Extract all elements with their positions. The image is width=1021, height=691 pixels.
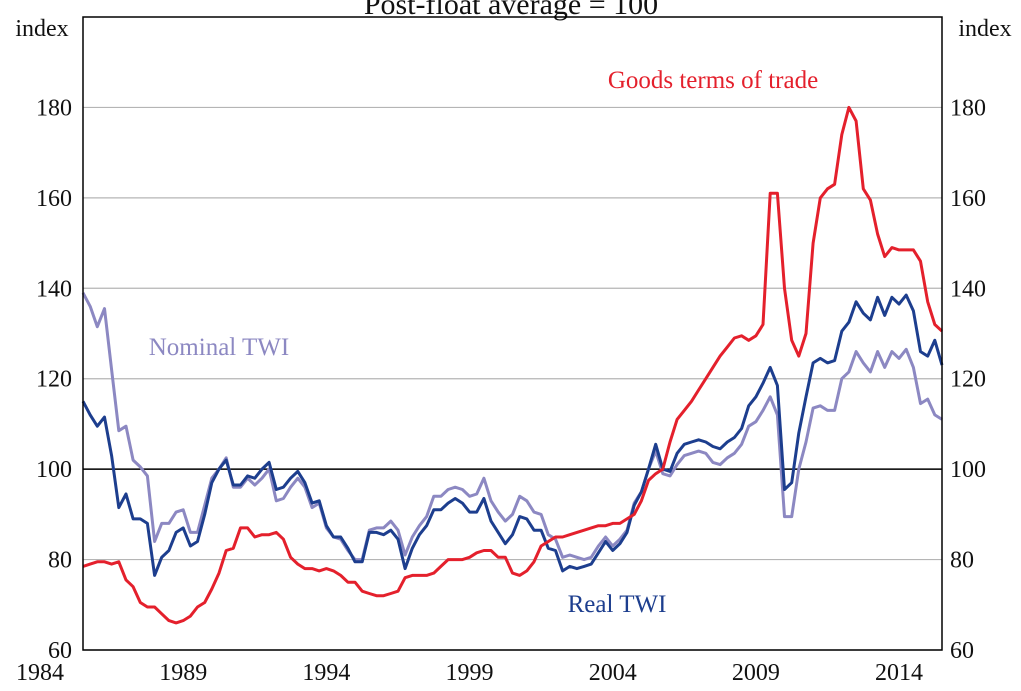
y-tick-label: 160 <box>36 186 72 212</box>
y2-tick-label: 160 <box>950 186 986 212</box>
y2-tick-label: 100 <box>950 457 986 483</box>
y-tick-label: 60 <box>48 638 72 664</box>
annotation: Goods terms of trade <box>608 67 818 94</box>
series-line <box>81 293 944 577</box>
x-tick-label: 2004 <box>589 660 637 686</box>
annotation: Real TWI <box>568 591 667 618</box>
y-tick-label: 100 <box>36 457 72 483</box>
x-tick-label: 2009 <box>732 660 780 686</box>
plot-border <box>82 16 943 651</box>
y2-tick-label: 180 <box>950 95 986 121</box>
y-tick-label: 120 <box>36 367 72 393</box>
y-tick-label: 180 <box>36 95 72 121</box>
y2-tick-label: 140 <box>950 276 986 302</box>
x-tick-label: 1999 <box>446 660 494 686</box>
series-line <box>82 105 944 625</box>
y2-tick-label: 80 <box>950 548 974 574</box>
x-tick-label: 2014 <box>875 660 923 686</box>
y2-tick-label: 120 <box>950 367 986 393</box>
y2-tick-label: 60 <box>950 638 974 664</box>
y-tick-label: 140 <box>36 276 72 302</box>
x-tick-label: 1984 <box>16 660 64 686</box>
chart-title: Post-float average = 100 <box>364 0 658 21</box>
y-axis-label: index <box>15 16 68 42</box>
x-tick-label: 1989 <box>159 660 207 686</box>
annotation: Nominal TWI <box>149 334 289 361</box>
y2-axis-label: index <box>958 16 1011 42</box>
y-tick-label: 80 <box>48 548 72 574</box>
series-line <box>81 292 943 562</box>
x-tick-label: 1994 <box>302 660 350 686</box>
